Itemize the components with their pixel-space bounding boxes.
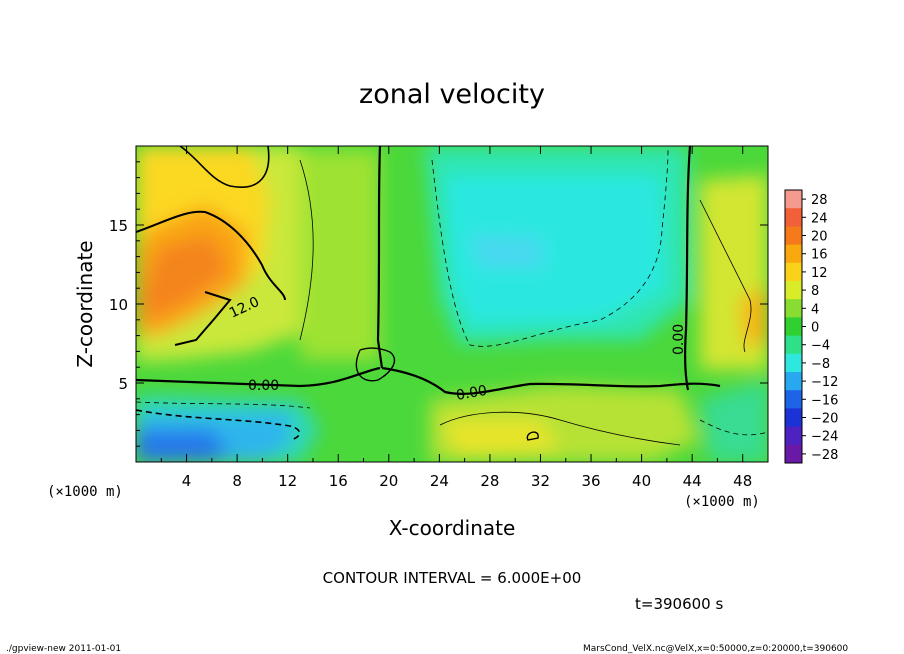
colorbar-swatch xyxy=(785,226,802,246)
x-tick-label: 40 xyxy=(632,472,651,490)
x-tick-label: 12 xyxy=(278,472,297,490)
colorbar-swatch xyxy=(785,208,802,227)
contour-label: 0.00 xyxy=(671,324,687,355)
data-source-info: MarsCond_VelX.nc@VelX,x=0:50000,z=0:2000… xyxy=(583,644,848,654)
colorbar-swatch xyxy=(785,262,802,282)
colorbar-label: −12 xyxy=(811,375,838,390)
x-tick-label: 4 xyxy=(182,472,192,490)
colorbar-label: 12 xyxy=(811,266,828,281)
colorbar-swatch xyxy=(785,281,802,300)
colorbar-label: 24 xyxy=(811,211,828,226)
colorbar-label: −4 xyxy=(811,339,830,354)
colorbar: 28 24 20 16 12 8 4 0 −4 −8 −12 −16 −20 −24 −28 xyxy=(784,189,838,464)
x-axis-title: X-coordinate xyxy=(389,516,516,540)
colorbar-swatch xyxy=(785,444,802,464)
colorbar-swatch xyxy=(785,390,802,409)
heatmap-field xyxy=(136,146,768,462)
colorbar-swatch xyxy=(785,372,802,391)
program-info: ./gpview-new 2011-01-01 xyxy=(6,644,121,654)
colorbar-label: −8 xyxy=(811,357,830,372)
x-tick-label: 32 xyxy=(531,472,550,490)
y-axis: 5 10 15 xyxy=(109,161,768,447)
contour-interval-text: CONTOUR INTERVAL = 6.000E+00 xyxy=(323,569,582,587)
colorbar-label: 0 xyxy=(811,321,819,336)
x-unit-label-right: (×1000 m) xyxy=(684,494,760,510)
x-unit-label: (×1000 m) xyxy=(47,484,123,500)
colorbar-swatch xyxy=(785,299,802,318)
colorbar-label: −20 xyxy=(811,412,838,427)
colorbar-label: 16 xyxy=(811,248,828,263)
colorbar-label: −24 xyxy=(811,430,838,445)
colorbar-label: 8 xyxy=(811,284,819,299)
y-tick-label: 15 xyxy=(109,217,128,235)
x-tick-label: 44 xyxy=(683,472,702,490)
y-axis-title: Z-coordinate xyxy=(73,240,97,367)
colorbar-swatch xyxy=(785,408,802,428)
y-tick-label: 10 xyxy=(109,296,128,314)
x-tick-label: 20 xyxy=(379,472,398,490)
time-text: t=390600 s xyxy=(635,595,723,613)
x-tick-label: 16 xyxy=(329,472,348,490)
contour-label: 0.00 xyxy=(455,383,488,404)
x-axis: 4 8 12 16 20 24 28 32 36 40 44 48 xyxy=(160,146,752,490)
colorbar-label: 4 xyxy=(811,302,819,317)
colorbar-label: 20 xyxy=(811,230,828,245)
colorbar-swatch xyxy=(785,335,802,355)
contour-lines xyxy=(136,146,768,446)
y-tick-label: 5 xyxy=(118,375,128,393)
x-tick-label: 28 xyxy=(480,472,499,490)
colorbar-swatch xyxy=(785,426,802,446)
x-tick-label: 8 xyxy=(232,472,242,490)
contour-label: 0.00 xyxy=(248,378,279,394)
x-tick-label: 36 xyxy=(581,472,600,490)
colorbar-swatch xyxy=(785,317,802,337)
x-tick-label: 48 xyxy=(733,472,752,490)
colorbar-label: −16 xyxy=(811,393,838,408)
colorbar-swatch xyxy=(785,190,802,209)
colorbar-label: 28 xyxy=(811,193,828,208)
chart-title: zonal velocity xyxy=(359,79,545,110)
x-tick-label: 24 xyxy=(430,472,449,490)
colorbar-swatch xyxy=(785,244,802,264)
colorbar-swatch xyxy=(785,353,802,373)
colorbar-label: −28 xyxy=(811,448,838,463)
